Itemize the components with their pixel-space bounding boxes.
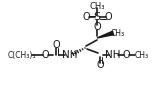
Text: C(CH₃)₃: C(CH₃)₃ [8,51,36,59]
Text: NH: NH [62,50,78,60]
Text: O: O [41,50,49,60]
Polygon shape [97,31,114,38]
Text: O: O [82,12,90,22]
Text: O: O [104,12,112,22]
Text: O: O [93,22,101,32]
Text: O: O [52,40,60,50]
Text: CH₃: CH₃ [89,1,105,10]
Text: O: O [96,60,104,70]
Text: O: O [122,50,130,60]
Text: S: S [93,12,101,22]
Text: CH₃: CH₃ [135,51,149,59]
Text: CH₃: CH₃ [111,28,125,37]
Text: NH: NH [105,50,121,60]
